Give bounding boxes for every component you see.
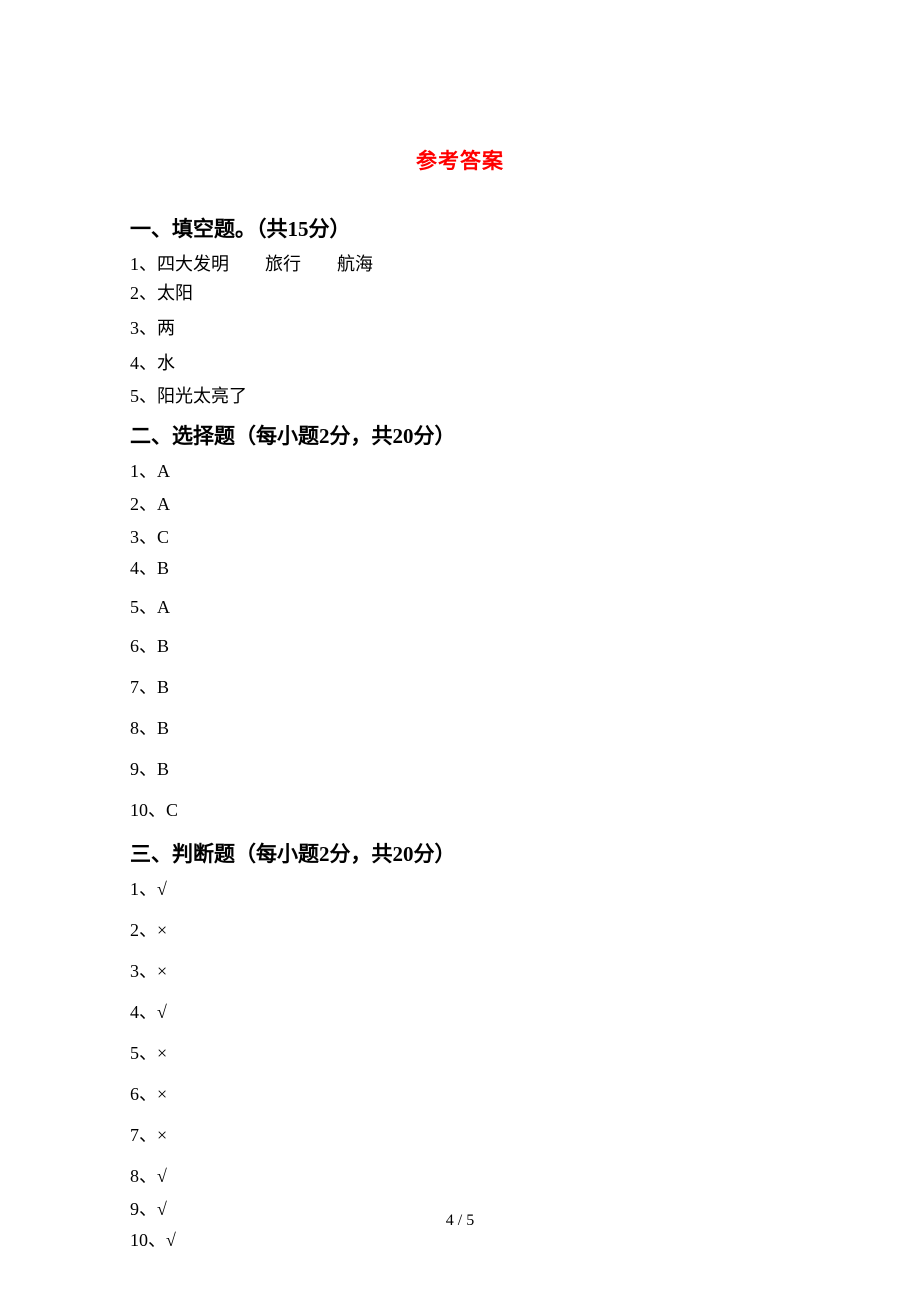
section-1: 一、填空题。（共15分） 1、四大发明 旅行 航海 2、太阳 3、两 4、水 5…: [130, 213, 790, 410]
answer-key-page: 参考答案 一、填空题。（共15分） 1、四大发明 旅行 航海 2、太阳 3、两 …: [0, 0, 920, 1254]
answer-line: 4、√: [130, 999, 790, 1026]
section-3: 三、判断题（每小题2分，共20分） 1、√ 2、× 3、× 4、√ 5、× 6、…: [130, 838, 790, 1254]
answer-line: 7、×: [130, 1122, 790, 1149]
section-2-header: 二、选择题（每小题2分，共20分）: [130, 420, 790, 450]
answer-line: 10、C: [130, 797, 790, 824]
answer-line: 4、水: [130, 350, 790, 377]
answer-line: 1、√: [130, 876, 790, 903]
answer-line: 10、√: [130, 1227, 790, 1254]
answer-line: 8、B: [130, 715, 790, 742]
answer-line: 5、阳光太亮了: [130, 383, 790, 410]
answer-line: 2、太阳: [130, 280, 790, 307]
answer-line: 9、B: [130, 756, 790, 783]
section-2: 二、选择题（每小题2分，共20分） 1、A 2、A 3、C 4、B 5、A 6、…: [130, 420, 790, 824]
answer-line: 1、四大发明 旅行 航海: [130, 251, 790, 278]
answer-line: 7、B: [130, 674, 790, 701]
answer-line: 6、×: [130, 1081, 790, 1108]
answer-line: 2、A: [130, 491, 790, 518]
section-2-answers: 1、A 2、A 3、C 4、B 5、A 6、B 7、B 8、B 9、B 10、C: [130, 458, 790, 824]
section-1-header: 一、填空题。（共15分）: [130, 213, 790, 243]
answer-line: 3、两: [130, 315, 790, 342]
section-3-answers: 1、√ 2、× 3、× 4、√ 5、× 6、× 7、× 8、√ 9、√ 10、√: [130, 876, 790, 1254]
answer-line: 1、A: [130, 458, 790, 485]
section-3-header: 三、判断题（每小题2分，共20分）: [130, 838, 790, 868]
answer-line: 2、×: [130, 917, 790, 944]
answer-line: 3、C: [130, 524, 790, 551]
section-1-answers: 1、四大发明 旅行 航海 2、太阳 3、两 4、水 5、阳光太亮了: [130, 251, 790, 410]
answer-line: 5、×: [130, 1040, 790, 1067]
answer-line: 5、A: [130, 594, 790, 621]
page-number: 4 / 5: [0, 1212, 920, 1230]
answer-line: 4、B: [130, 555, 790, 582]
page-title: 参考答案: [130, 145, 790, 175]
answer-line: 3、×: [130, 958, 790, 985]
answer-line: 8、√: [130, 1163, 790, 1190]
answer-line: 6、B: [130, 633, 790, 660]
